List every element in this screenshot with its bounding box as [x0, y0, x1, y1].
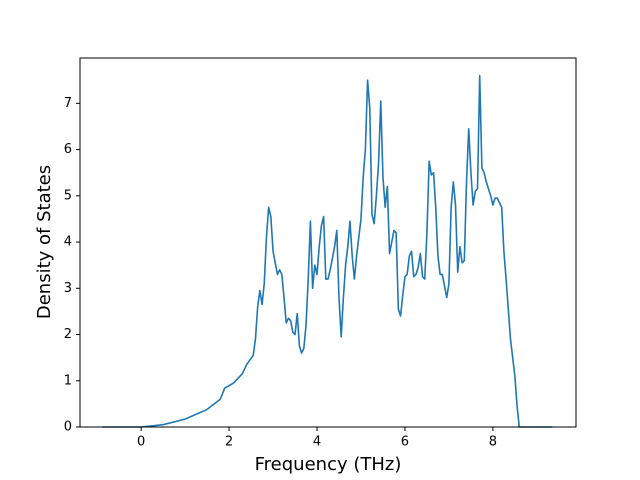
- x-tick-label: 2: [225, 435, 233, 450]
- y-tick-label: 2: [64, 327, 72, 342]
- y-tick-label: 6: [64, 142, 72, 157]
- x-tick-label: 4: [313, 435, 321, 450]
- line-series: [101, 74, 553, 428]
- y-tick-label: 3: [64, 281, 72, 296]
- y-tick-label: 4: [64, 235, 72, 250]
- plot-frame: [79, 57, 577, 428]
- y-tick-label: 0: [64, 420, 72, 435]
- y-tick-label: 1: [64, 373, 72, 388]
- x-tick-label: 6: [401, 435, 409, 450]
- y-tick-label: 7: [64, 96, 72, 111]
- x-tick-label: 0: [137, 435, 145, 450]
- x-tick-label: 8: [489, 435, 497, 450]
- x-axis-label: Frequency (THz): [255, 454, 402, 475]
- y-axis-label: Density of States: [34, 165, 55, 319]
- y-tick-label: 5: [64, 188, 72, 203]
